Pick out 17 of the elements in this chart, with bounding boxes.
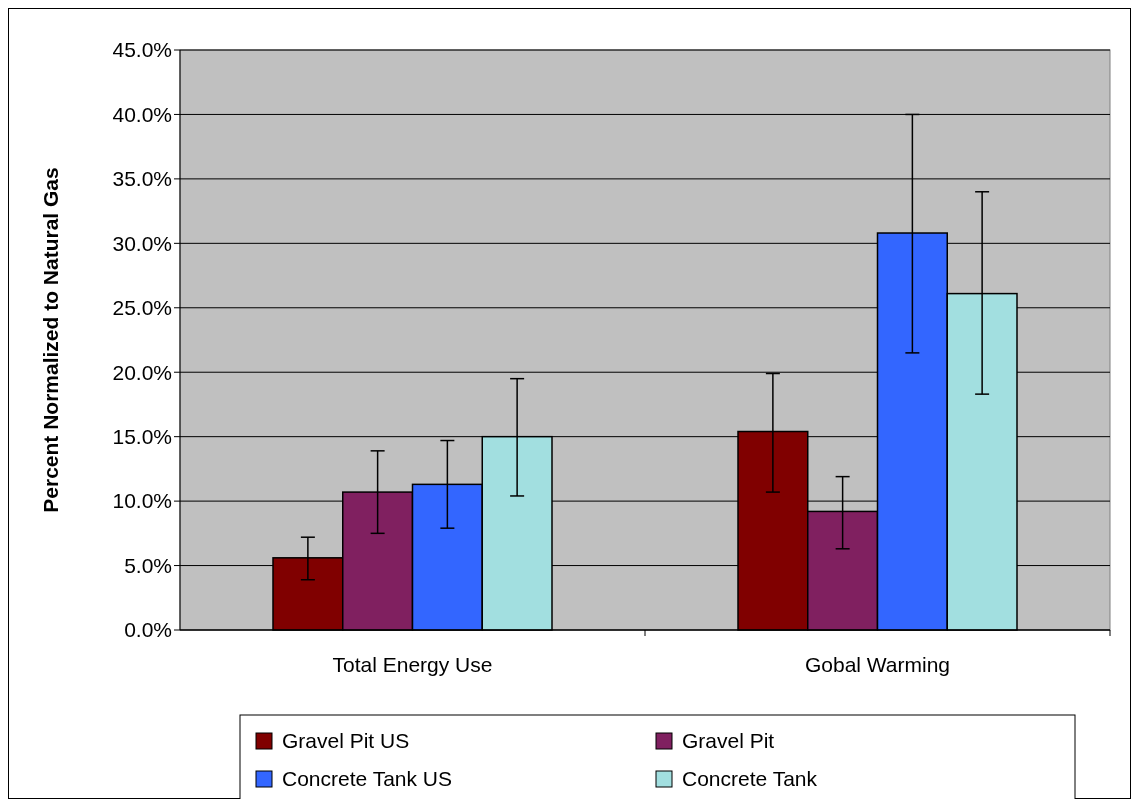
y-tick-label: 15.0% [112, 425, 172, 449]
y-tick-label: 20.0% [112, 360, 172, 384]
x-tick-label: Total Energy Use [332, 653, 493, 676]
y-axis-title: Percent Normalized to Natural Gas [39, 167, 62, 513]
legend-label: Gravel Pit US [282, 729, 410, 753]
legend-label: Concrete Tank US [282, 767, 453, 791]
y-tick-label: 45.0% [112, 38, 172, 62]
y-tick-label: 0.0% [124, 618, 172, 642]
y-tick-label: 40.0% [112, 102, 172, 126]
y-tick-label: 30.0% [112, 231, 172, 255]
x-tick-label: Gobal Warming [804, 653, 951, 676]
y-tick-label: 25.0% [112, 296, 172, 320]
y-tick-label: 10.0% [112, 489, 172, 513]
legend-label: Gravel Pit [682, 729, 775, 753]
y-tick-label: 5.0% [124, 553, 172, 577]
legend-label: Concrete Tank [682, 767, 818, 791]
y-tick-label: 35.0% [112, 167, 172, 191]
